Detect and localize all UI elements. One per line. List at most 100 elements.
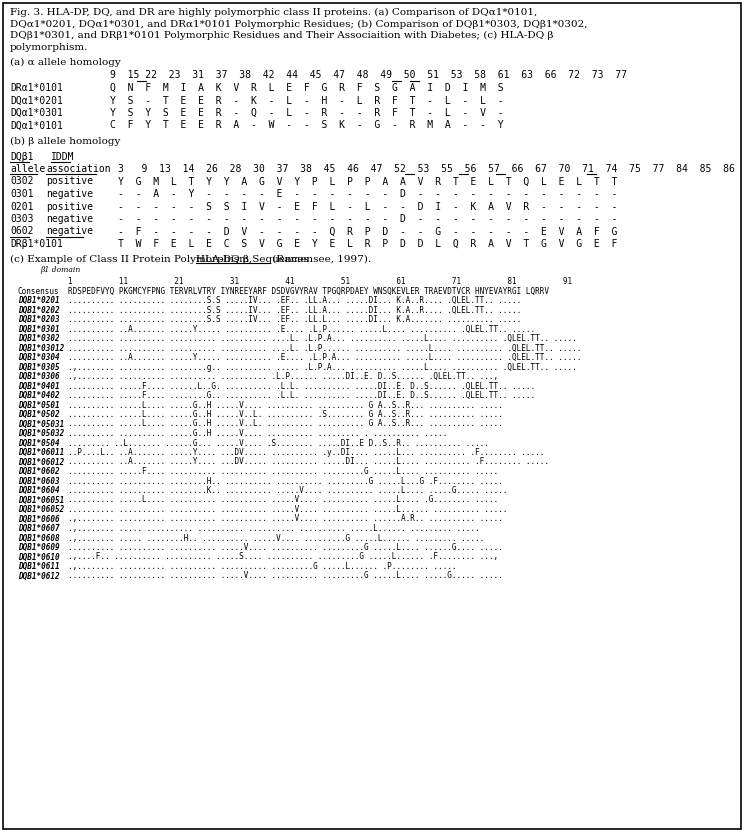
Text: negative: negative xyxy=(46,214,94,224)
Text: Consensus: Consensus xyxy=(18,286,60,295)
Text: HLA-DQ β Sequences: HLA-DQ β Sequences xyxy=(196,255,310,264)
Text: DQB1*0606: DQB1*0606 xyxy=(18,514,60,523)
Text: .,........ ..... .......... .......... .......... .......... .....L...... ......: .,........ ..... .......... .......... .… xyxy=(68,524,480,533)
Text: DQB1*0609: DQB1*0609 xyxy=(18,543,60,552)
Text: .......... ..A....... .....Y.... ...DV..... .......... .....DI... .....L.... ...: .......... ..A....... .....Y.... ...DV..… xyxy=(68,458,549,467)
Text: DQα1*0301: DQα1*0301 xyxy=(10,108,63,118)
Text: 1          11          21          31          41          51          61       : 1 11 21 31 41 51 61 xyxy=(68,276,572,285)
Text: negative: negative xyxy=(46,226,94,236)
Text: .......... .......... ........S.S .....IV... .EF.. .LL.A... .....DI... K.A..R...: .......... .......... ........S.S .....I… xyxy=(68,305,522,314)
Text: .,........ .......... ........g.. .......... ..... .L.P.A... .......... .....L..: .,........ .......... ........g.. ......… xyxy=(68,363,577,372)
Text: DQB1*0610: DQB1*0610 xyxy=(18,552,60,562)
Text: .......... .....L.... .......... .......... .....V.... .......... .....L.... .G.: .......... .....L.... .......... .......… xyxy=(68,496,498,504)
Text: .......... .....L.... .....G..H .....V.... .......... .......... G A..S..R... ..: .......... .....L.... .....G..H .....V..… xyxy=(68,400,503,409)
Text: DQB1*0203: DQB1*0203 xyxy=(18,315,60,324)
Text: .......... .......... .......... .....V.... .......... .........G .....L.... ...: .......... .......... .......... .....V.… xyxy=(68,572,503,581)
Text: DQB1*06052: DQB1*06052 xyxy=(18,505,64,514)
Text: DQB1*0305: DQB1*0305 xyxy=(18,363,60,372)
Text: (c) Example of Class II Protein Polymorphism,: (c) Example of Class II Protein Polymorp… xyxy=(10,255,255,264)
Text: DQB1*06051: DQB1*06051 xyxy=(18,496,64,504)
Text: ......... ..L....... ......G... .....V.... .S........ .....DI..E D..S..R.. .....: ......... ..L....... ......G... .....V..… xyxy=(68,438,489,448)
Text: .......... .......... .......... .....V.... .......... .........G .....L.... ...: .......... .......... .......... .....V.… xyxy=(68,543,503,552)
Text: DQB1*06011: DQB1*06011 xyxy=(18,448,64,457)
Text: .......... .......... ........S.S .....IV... .EF.. .LL.A... .....DI... K.A..R...: .......... .......... ........S.S .....I… xyxy=(68,296,522,305)
Text: DQB1*0304: DQB1*0304 xyxy=(18,353,60,362)
Text: DQB1*0306: DQB1*0306 xyxy=(18,372,60,381)
Text: 0201: 0201 xyxy=(10,201,33,211)
Text: DQB1*0402: DQB1*0402 xyxy=(18,391,60,400)
Text: -  F  -  -  -  -  D  V  -  -  -  -  Q  R  P  D  -  -  G  -  -  -  -  -  E  V  A : - F - - - - D V - - - - Q R P D - - G - … xyxy=(118,226,618,236)
Text: negative: negative xyxy=(46,189,94,199)
Text: T  W  F  E  L  E  C  S  V  G  E  Y  E  L  R  P  D  D  L  Q  R  A  V  T  G  V  G : T W F E L E C S V G E Y E L R P D D L Q … xyxy=(118,239,618,249)
Text: 3   9  13  14  26  28  30  37  38  45  46  47  52  53  55  56  57  66  67  70  7: 3 9 13 14 26 28 30 37 38 45 46 47 52 53 … xyxy=(118,164,744,174)
Text: .......... .......... .....G..H .....V.... .......... ......... . .......... ...: .......... .......... .....G..H .....V..… xyxy=(68,429,447,438)
Text: Q  N  F  M  I  A  K  V  R  L  E  F  G  R  F  S  G  A  I  D  I  M  S: Q N F M I A K V R L E F G R F S G A I D … xyxy=(110,83,504,93)
Text: .......... .......... ........H.. .......... .......... .........G .....L...G .F: .......... .......... ........H.. ......… xyxy=(68,477,503,486)
Text: .,........ .......... .......... .......... .....V.... .......... ......A.R.. ..: .,........ .......... .......... .......… xyxy=(68,514,503,523)
Text: DQB1*0504: DQB1*0504 xyxy=(18,438,60,448)
Text: Fig. 3. HLA-DP, DQ, and DR are highly polymorphic class II proteins. (a) Compari: Fig. 3. HLA-DP, DQ, and DR are highly po… xyxy=(10,8,537,17)
Text: .......... .....F.... ........G.. .......... .L.L. .......... .....DI..E. D..S..: .......... .....F.... ........G.. ......… xyxy=(68,391,535,400)
Text: DQα1*0201, DQα1*0301, and DRα1*0101 Polymorphic Residues; (b) Comparison of DQβ1: DQα1*0201, DQα1*0301, and DRα1*0101 Poly… xyxy=(10,19,588,28)
Text: Y  S  -  T  E  E  R  -  K  -  L  -  H  -  L  R  F  T  -  L  -  L  -: Y S - T E E R - K - L - H - L R F T - L … xyxy=(110,96,504,106)
Text: -  -  A  -  Y  -  -  -  -  E  -  -  -  -  -  -  D  -  -  -  -  -  -  -  -  -  - : - - A - Y - - - - E - - - - - - D - - - … xyxy=(118,189,618,199)
Text: DQB1*0401: DQB1*0401 xyxy=(18,382,60,390)
Text: (b) β allele homology: (b) β allele homology xyxy=(10,137,121,146)
Text: DQB1*0302: DQB1*0302 xyxy=(18,334,60,343)
Text: DRα1*0101: DRα1*0101 xyxy=(10,83,63,93)
Text: (Ramensee, 1997).: (Ramensee, 1997). xyxy=(269,255,371,264)
Text: .......... ..A....... .....Y..... .......... .E.... .L.P...... .....L.... ......: .......... ..A....... .....Y..... ......… xyxy=(68,324,535,334)
Text: .......... ..A....... .....Y..... .......... .E.... .L.P.A... .......... .....L.: .......... ..A....... .....Y..... ......… xyxy=(68,353,581,362)
Text: DQB1*0603: DQB1*0603 xyxy=(18,477,60,486)
Text: β1 domain: β1 domain xyxy=(40,266,80,275)
Text: -  -  -  -  -  S  S  I  V  -  E  F  L  -  L  -  -  D  I  -  K  A  V  R  -  -  - : - - - - - S S I V - E F L - L - - D I - … xyxy=(118,201,618,211)
Text: DQB1*06012: DQB1*06012 xyxy=(18,458,64,467)
Text: .......... .......... ........S.S .....IV... .EF.. .LL.L... .....DI... K.A......: .......... .......... ........S.S .....I… xyxy=(68,315,522,324)
Text: C  F  Y  T  E  E  R  A  -  W  -  -  S  K  -  G  -  R  M  A  -  -  Y: C F Y T E E R A - W - - S K - G - R M A … xyxy=(110,121,504,131)
Text: 0302: 0302 xyxy=(10,176,33,186)
Text: .,........ ..... ........H.. .......... .....V.... .........G .....L...... .....: .,........ ..... ........H.. .......... … xyxy=(68,533,484,542)
Text: DQα1*0101: DQα1*0101 xyxy=(10,121,63,131)
Text: positive: positive xyxy=(46,176,94,186)
Text: .......... .......... .......... .......... .....V.... .......... .....L...... .: .......... .......... .......... .......… xyxy=(68,505,507,514)
Text: DQB1*0301: DQB1*0301 xyxy=(18,324,60,334)
Text: DQB1*0202: DQB1*0202 xyxy=(18,305,60,314)
Text: DRβ1*0101: DRβ1*0101 xyxy=(10,239,63,249)
Text: 0301: 0301 xyxy=(10,189,33,199)
Text: -  -  -  -  -  -  -  -  -  -  -  -  -  -  -  -  D  -  -  -  -  -  -  -  -  -  - : - - - - - - - - - - - - - - - - D - - - … xyxy=(118,214,618,224)
Text: DQB1*0611: DQB1*0611 xyxy=(18,562,60,571)
Text: DQB1*0502: DQB1*0502 xyxy=(18,410,60,419)
Text: RDSPEDFVYQ PKGMCYFPNG TERVRLVTRY IYNREEYARF DSDVGVYRAV TPGQRPDAEY WNSQKEVLER TRA: RDSPEDFVYQ PKGMCYFPNG TERVRLVTRY IYNREEY… xyxy=(68,286,549,295)
Text: Y  S  Y  S  E  E  R  -  Q  -  L  -  R  -  -  R  F  T  -  L  -  V  -: Y S Y S E E R - Q - L - R - - R F T - L … xyxy=(110,108,504,118)
Text: DQB1*0608: DQB1*0608 xyxy=(18,533,60,542)
Text: .......... .....L.... .....G..H .....V..L. .......... .......... G A..S..R... ..: .......... .....L.... .....G..H .....V..… xyxy=(68,419,503,428)
Text: DQB1*0602: DQB1*0602 xyxy=(18,467,60,476)
Text: ..P....L.. ..A....... .....Y.... ...DV..... .......... .y..DI.... .....L... ....: ..P....L.. ..A....... .....Y.... ...DV..… xyxy=(68,448,545,457)
Text: .......... .....L.... .....G..H .....V..L. .......... .S........ G A..S..R... ..: .......... .....L.... .....G..H .....V..… xyxy=(68,410,503,419)
Text: DQα1*0201: DQα1*0201 xyxy=(10,96,63,106)
Text: DQB1*05032: DQB1*05032 xyxy=(18,429,64,438)
Text: (a) α allele homology: (a) α allele homology xyxy=(10,58,121,67)
Text: DQB1*0612: DQB1*0612 xyxy=(18,572,60,581)
Text: Y  G  M  L  T  Y  Y  A  G  V  Y  P  L  P  P  A  A  V  R  T  E  L  T  Q  L  E  L : Y G M L T Y Y A G V Y P L P P A A V R T … xyxy=(118,176,618,186)
Text: 0303: 0303 xyxy=(10,214,33,224)
Text: .,........ .......... .......... .......... .........G .....L...... .P........ .: .,........ .......... .......... .......… xyxy=(68,562,457,571)
Text: 9  15 22  23  31  37  38  42  44  45  47  48  49  50  51  53  58  61  63  66  72: 9 15 22 23 31 37 38 42 44 45 47 48 49 50… xyxy=(110,71,627,81)
Text: DQB1*0201: DQB1*0201 xyxy=(18,296,60,305)
Text: DQβ1*0301, and DRβ1*0101 Polymorphic Residues and Their Associaition with Diabet: DQβ1*0301, and DRβ1*0101 Polymorphic Res… xyxy=(10,31,554,40)
Text: .......... .......... ........K.. .......... .....V.... .......... .....L.... ..: .......... .......... ........K.. ......… xyxy=(68,486,507,495)
Text: .,....F.. .......... .......... .....S.... .......... .........G .....L...... .F: .,....F.. .......... .......... .....S..… xyxy=(68,552,498,562)
Text: polymorphism.: polymorphism. xyxy=(10,42,89,52)
Text: .......... .......... .......... .......... ....L. .L.P...... .......... .....L.: .......... .......... .......... .......… xyxy=(68,344,581,353)
Text: DQB1*0501: DQB1*0501 xyxy=(18,400,60,409)
Text: .......... .....F.... .......... .......... .......... .........G .....L.... ...: .......... .....F.... .......... .......… xyxy=(68,467,498,476)
Text: .......... .....F.... ......L..G. .......... .L.L. .......... .....DI..E. D..S..: .......... .....F.... ......L..G. ......… xyxy=(68,382,535,390)
Text: .......... .......... .......... .......... ....L. .L.P.A... .......... .....L..: .......... .......... .......... .......… xyxy=(68,334,577,343)
Text: positive: positive xyxy=(46,201,94,211)
Text: DQB1*0607: DQB1*0607 xyxy=(18,524,60,533)
Text: allele: allele xyxy=(10,164,45,174)
Text: association: association xyxy=(46,164,111,174)
Text: DQβ1: DQβ1 xyxy=(10,151,33,161)
Text: DQB1*03012: DQB1*03012 xyxy=(18,344,64,353)
Text: .,........ .......... .......... .......... .L.P...... .....DI..E. D..S...... .Q: .,........ .......... .......... .......… xyxy=(68,372,498,381)
